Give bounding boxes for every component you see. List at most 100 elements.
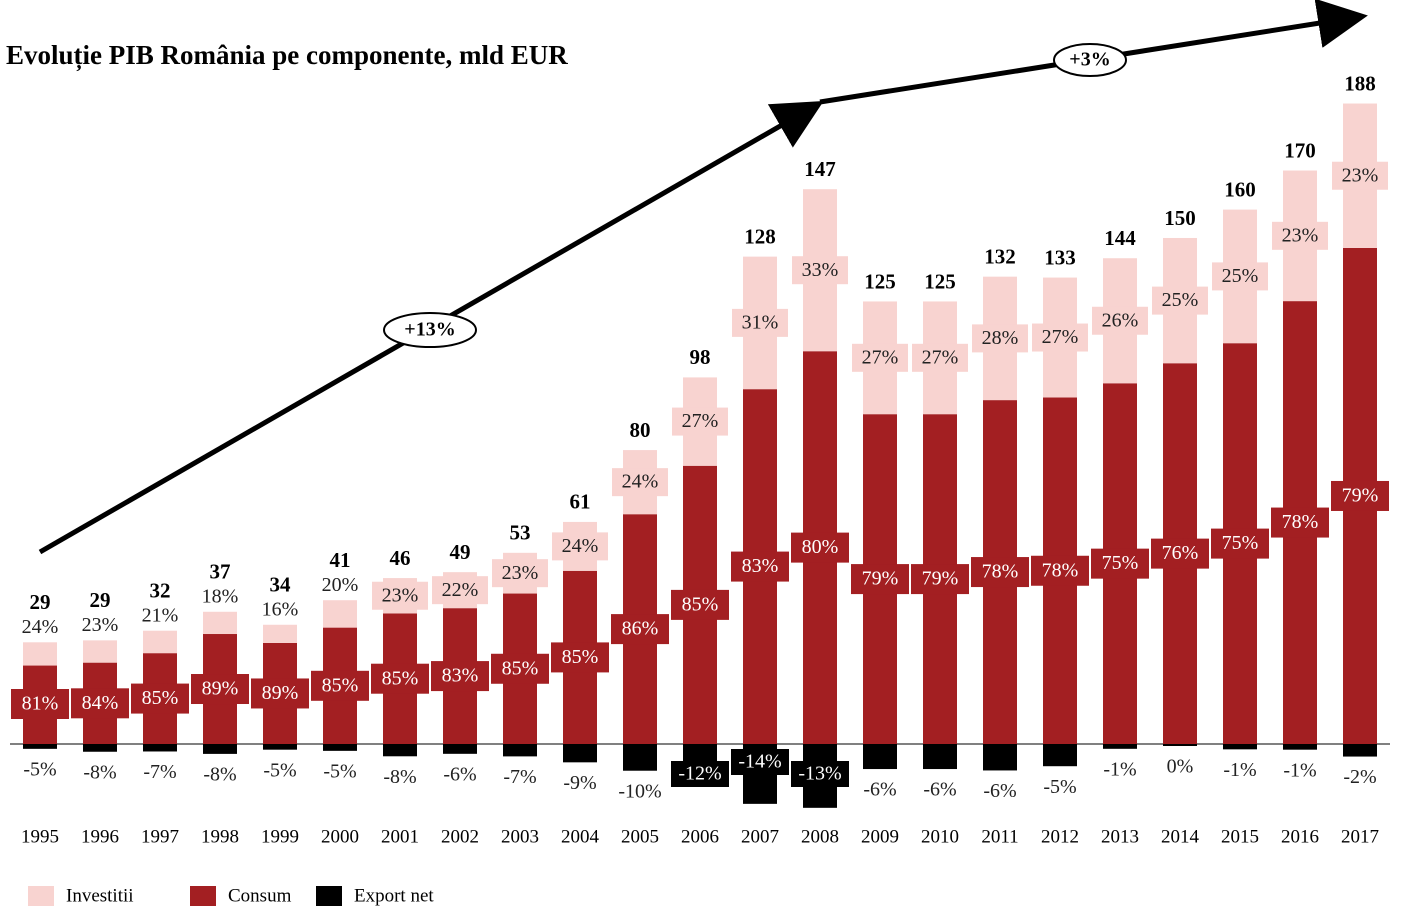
total-label: 29 (90, 588, 111, 612)
data-label: -5% (23, 758, 56, 780)
label-box (611, 614, 669, 645)
data-label: 20% (322, 574, 359, 596)
legend-label: Investitii (66, 885, 134, 906)
x-tick-label: 1997 (141, 826, 179, 847)
bar-segment (203, 744, 237, 754)
total-label: 147 (804, 157, 836, 181)
label-box (1331, 480, 1389, 511)
data-label: 24% (22, 616, 59, 638)
data-label: 31% (742, 311, 779, 333)
data-label: 18% (202, 585, 239, 607)
label-box (911, 564, 969, 595)
data-label: 16% (262, 598, 299, 620)
total-label: 98 (690, 345, 711, 369)
data-label: -6% (443, 763, 476, 785)
data-label: 24% (622, 471, 659, 493)
data-label: -9% (563, 772, 596, 794)
bar-segment (1223, 744, 1257, 750)
data-label: 89% (202, 678, 239, 700)
label-box (612, 468, 668, 497)
label-box (792, 256, 848, 285)
total-label: 49 (450, 540, 471, 564)
total-label: 32 (150, 579, 171, 603)
x-tick-label: 2007 (741, 826, 779, 847)
label-box (1152, 286, 1208, 315)
legend-label: Export net (354, 885, 434, 906)
data-label: 85% (322, 674, 359, 696)
data-label: 84% (82, 692, 119, 714)
bar-segment (1103, 744, 1137, 749)
data-label: 23% (502, 562, 539, 584)
x-tick-label: 2010 (921, 826, 959, 847)
x-tick-label: 2009 (861, 826, 899, 847)
data-label: 21% (142, 604, 179, 626)
label-box (912, 343, 968, 372)
label-box (731, 749, 789, 775)
data-label: 86% (622, 618, 659, 640)
total-label: 188 (1344, 71, 1376, 95)
annotation-bubble (383, 312, 477, 348)
bar-segment (263, 624, 297, 643)
bar-segment (623, 744, 657, 771)
data-label: 78% (1282, 511, 1319, 533)
x-tick-label: 2017 (1341, 826, 1379, 847)
bar-segment (923, 744, 957, 770)
data-label: -14% (738, 751, 781, 773)
data-label: 80% (802, 536, 839, 558)
data-label: 23% (382, 584, 419, 606)
data-label: -10% (618, 780, 661, 802)
bar-segment (263, 744, 297, 750)
label-box (1092, 306, 1148, 335)
label-box (791, 761, 849, 787)
bar-segment (143, 744, 177, 752)
total-label: 132 (984, 244, 1016, 268)
bar-segment (23, 642, 57, 666)
label-box (11, 689, 69, 719)
total-label: 125 (864, 269, 896, 293)
label-box (1332, 161, 1388, 190)
total-label: 150 (1164, 206, 1196, 230)
total-label: 53 (510, 521, 531, 545)
annotation: +13% (404, 319, 455, 341)
data-label: 89% (262, 682, 299, 704)
data-label: -5% (1043, 776, 1076, 798)
x-tick-label: 2011 (981, 826, 1018, 847)
label-box (791, 532, 849, 563)
data-label: -6% (863, 779, 896, 801)
label-box (191, 674, 249, 705)
label-box (551, 642, 609, 673)
data-label: -6% (923, 779, 956, 801)
data-label: -13% (798, 763, 841, 785)
data-label: 23% (82, 614, 119, 636)
x-tick-label: 1995 (21, 826, 59, 847)
data-label: -8% (383, 766, 416, 788)
chart-title: Evoluție PIB România pe componente, mld … (6, 40, 568, 71)
total-label: 37 (210, 560, 231, 584)
bar-segment (1043, 744, 1077, 767)
data-label: 0% (1167, 756, 1194, 778)
data-label: 75% (1102, 552, 1139, 574)
data-label: 33% (802, 259, 839, 281)
annotation-bubble (1053, 43, 1127, 77)
label-box (491, 653, 549, 684)
legend-swatch (316, 886, 342, 906)
data-label: 23% (1282, 224, 1319, 246)
total-label: 29 (30, 590, 51, 614)
x-tick-label: 2003 (501, 826, 539, 847)
data-label: 85% (502, 657, 539, 679)
x-tick-label: 1996 (81, 826, 119, 847)
data-label: 76% (1162, 542, 1199, 564)
label-box (1272, 221, 1328, 250)
bar-segment (443, 744, 477, 754)
data-label: -8% (83, 761, 116, 783)
label-box (732, 308, 788, 337)
data-label: 23% (1342, 164, 1379, 186)
label-box (1271, 507, 1329, 538)
data-label: 78% (1042, 559, 1079, 581)
bar-segment (83, 640, 117, 663)
total-label: 125 (924, 269, 956, 293)
label-box (311, 670, 369, 701)
data-label: -1% (1223, 759, 1256, 781)
data-label: 79% (862, 568, 899, 590)
data-label: -5% (263, 759, 296, 781)
